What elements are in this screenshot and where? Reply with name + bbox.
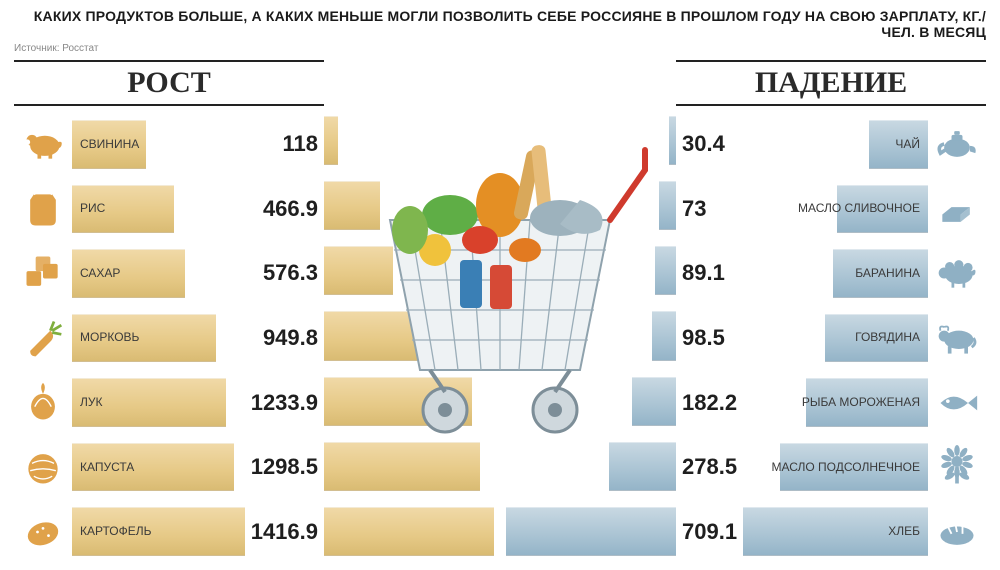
growth-value: 466.9 — [257, 196, 324, 222]
decline-row: 98.5 ГОВЯДИНА — [676, 308, 986, 369]
growth-value: 1233.9 — [245, 390, 324, 416]
center-bars-row — [324, 501, 676, 562]
source-text: Источник: Росстат — [14, 43, 986, 54]
decline-value: 182.2 — [676, 390, 743, 416]
growth-row: МОРКОВЬ 949.8 — [14, 308, 324, 369]
growth-value: 576.3 — [257, 260, 324, 286]
growth-label: СВИНИНА — [72, 138, 147, 151]
rice-bag-icon — [14, 179, 72, 240]
decline-row: 278.5 МАСЛО ПОДСОЛНЕЧНОЕ — [676, 437, 986, 498]
decline-bar-extension — [632, 377, 676, 426]
growth-label: РИС — [72, 202, 113, 215]
decline-column: ПАДЕНИЕ 30.4 ЧАЙ 73 МАСЛО СЛИВОЧНОЕ 89.1… — [676, 60, 986, 562]
decline-row: 89.1 БАРАНИНА — [676, 243, 986, 304]
carrot-icon — [14, 308, 72, 369]
decline-bar-extension — [659, 181, 677, 230]
growth-label: КАРТОФЕЛЬ — [72, 525, 159, 538]
sugar-cubes-icon — [14, 243, 72, 304]
decline-row: 709.1 ХЛЕБ — [676, 501, 986, 562]
pig-icon — [14, 114, 72, 175]
decline-value: 30.4 — [676, 131, 731, 157]
growth-row: РИС 466.9 — [14, 179, 324, 240]
sunflower-icon — [928, 437, 986, 498]
decline-value: 709.1 — [676, 519, 743, 545]
decline-value: 278.5 — [676, 454, 743, 480]
growth-label: САХАР — [72, 267, 128, 280]
growth-label: МОРКОВЬ — [72, 331, 147, 344]
growth-row: САХАР 576.3 — [14, 243, 324, 304]
growth-column: РОСТ СВИНИНА 118 РИС 466.9 САХАР 576.3 М… — [14, 60, 324, 562]
growth-bar-extension — [324, 246, 393, 295]
decline-bar-extension — [609, 442, 676, 491]
center-bars-row — [324, 110, 676, 171]
center-bars-row — [324, 371, 676, 432]
cabbage-icon — [14, 437, 72, 498]
growth-row: КАРТОФЕЛЬ 1416.9 — [14, 501, 324, 562]
decline-label: ГОВЯДИНА — [847, 331, 928, 344]
decline-label: МАСЛО ПОДСОЛНЕЧНОЕ — [763, 461, 928, 474]
decline-row: 73 МАСЛО СЛИВОЧНОЕ — [676, 179, 986, 240]
decline-bar-extension — [506, 507, 676, 556]
center-bars-row — [324, 240, 676, 301]
butter-icon — [928, 179, 986, 240]
growth-value: 949.8 — [257, 325, 324, 351]
growth-bar-extension — [324, 442, 480, 491]
growth-bar-extension — [324, 116, 338, 165]
growth-row: КАПУСТА 1298.5 — [14, 437, 324, 498]
cow-icon — [928, 308, 986, 369]
infographic-body: РОСТ СВИНИНА 118 РИС 466.9 САХАР 576.3 М… — [0, 56, 1000, 562]
teapot-icon — [928, 114, 986, 175]
decline-label: РЫБА МОРОЖЕНАЯ — [794, 396, 928, 409]
growth-header: РОСТ — [14, 60, 324, 106]
center-bars-row — [324, 175, 676, 236]
bread-icon — [928, 501, 986, 562]
growth-label: ЛУК — [72, 396, 111, 409]
decline-value: 98.5 — [676, 325, 731, 351]
decline-label: МАСЛО СЛИВОЧНОЕ — [790, 202, 928, 215]
growth-value: 1416.9 — [245, 519, 324, 545]
decline-header: ПАДЕНИЕ — [676, 60, 986, 106]
decline-bar-extension — [655, 246, 676, 295]
page-title: КАКИХ ПРОДУКТОВ БОЛЬШЕ, А КАКИХ МЕНЬШЕ М… — [14, 8, 986, 40]
growth-bar-extension — [324, 311, 438, 360]
center-bars-row — [324, 436, 676, 497]
growth-value: 1298.5 — [245, 454, 324, 480]
sheep-icon — [928, 243, 986, 304]
decline-value: 89.1 — [676, 260, 731, 286]
decline-bar-extension — [669, 116, 676, 165]
decline-row: 30.4 ЧАЙ — [676, 114, 986, 175]
growth-row: СВИНИНА 118 — [14, 114, 324, 175]
growth-bar-extension — [324, 377, 472, 426]
center-column — [324, 60, 676, 562]
fish-icon — [928, 372, 986, 433]
growth-row: ЛУК 1233.9 — [14, 372, 324, 433]
growth-label: КАПУСТА — [72, 461, 142, 474]
decline-bar-extension — [652, 311, 676, 360]
decline-label: ЧАЙ — [887, 138, 928, 151]
decline-row: 182.2 РЫБА МОРОЖЕНАЯ — [676, 372, 986, 433]
growth-bar-extension — [324, 507, 494, 556]
growth-value: 118 — [277, 131, 325, 157]
onion-icon — [14, 372, 72, 433]
decline-label: БАРАНИНА — [847, 267, 928, 280]
decline-label: ХЛЕБ — [880, 525, 928, 538]
center-bars-row — [324, 305, 676, 366]
potato-icon — [14, 501, 72, 562]
growth-bar-extension — [324, 181, 380, 230]
decline-value: 73 — [676, 196, 712, 222]
